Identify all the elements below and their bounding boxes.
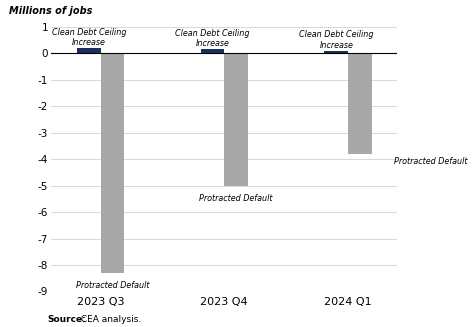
Bar: [224, 53, 248, 186]
Text: Protracted Default: Protracted Default: [394, 157, 467, 166]
Bar: [201, 49, 224, 53]
Text: Source:: Source:: [47, 315, 86, 324]
Text: Clean Debt Ceiling
Increase: Clean Debt Ceiling Increase: [52, 28, 126, 47]
Text: CEA analysis.: CEA analysis.: [78, 315, 141, 324]
Text: Millions of jobs: Millions of jobs: [9, 7, 93, 16]
Bar: [100, 53, 124, 273]
Bar: [325, 51, 348, 53]
Text: Clean Debt Ceiling
Increase: Clean Debt Ceiling Increase: [299, 30, 374, 50]
Text: Clean Debt Ceiling
Increase: Clean Debt Ceiling Increase: [175, 29, 250, 48]
Bar: [77, 48, 100, 53]
Text: Protracted Default: Protracted Default: [75, 281, 149, 290]
Text: Protracted Default: Protracted Default: [199, 194, 273, 203]
Bar: [348, 53, 372, 154]
